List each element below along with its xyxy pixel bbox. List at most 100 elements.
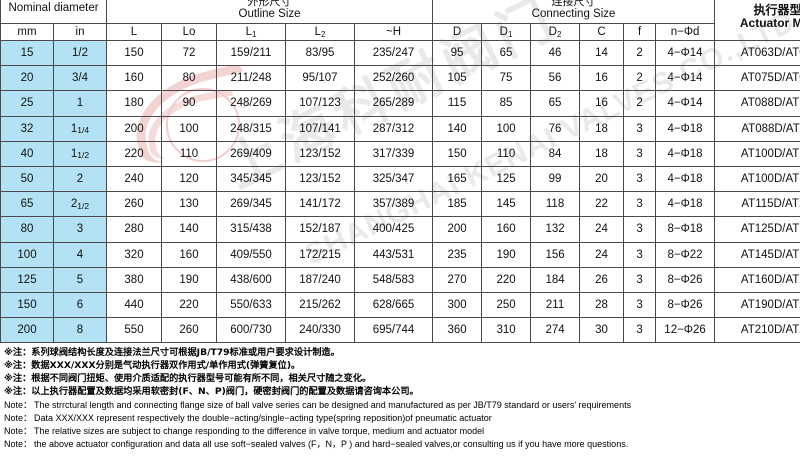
cell-D: 115 bbox=[432, 90, 483, 117]
cell-nd: 4−Φ18 bbox=[655, 140, 716, 167]
cell-H: 325/347 bbox=[353, 165, 434, 193]
cell-H: 357/389 bbox=[353, 191, 434, 218]
cell-D2: 132 bbox=[530, 216, 581, 243]
cell-D2: 156 bbox=[530, 241, 581, 268]
cell-in-fraction: 1/2 bbox=[77, 150, 90, 161]
cell-f: 3 bbox=[623, 115, 657, 142]
cell-actuator-model: AT100D/AT125S bbox=[714, 165, 800, 193]
cell-L: 160 bbox=[106, 65, 162, 92]
table-body: 15 1/2 150 72 159/211 83/95 235/247 95 65 46 14 2 4−… bbox=[0, 39, 800, 344]
cell-D2: 56 bbox=[530, 65, 581, 92]
cell-D2: 211 bbox=[530, 291, 581, 319]
cell-L1: 211/248 bbox=[216, 65, 286, 92]
note-en-1-text: The strrctural length and connecting fla… bbox=[34, 399, 632, 410]
cell-f: 2 bbox=[623, 65, 657, 92]
cell-L1: 438/600 bbox=[216, 266, 286, 293]
group-header-actuator-model-en: Actuator Model bbox=[739, 15, 800, 30]
cell-mm: 32 bbox=[0, 115, 54, 142]
cell-f: 3 bbox=[623, 140, 657, 167]
cell-nd: 4−Φ14 bbox=[655, 65, 716, 92]
table-row: 20 3/4 160 80 211/248 95/107 252/260 105 75 56 16 2… bbox=[0, 65, 800, 92]
cell-Lo: 220 bbox=[161, 291, 217, 319]
note-cn-1: ※注：系列球阀结构长度及连接法兰尺寸可根据JB/T79标准或用户要求设计制造。 bbox=[4, 347, 340, 359]
table-row: 150 6 440 220 550/633 215/262 628/665 300 250 211… bbox=[0, 291, 800, 319]
cell-L1: 159/211 bbox=[216, 39, 286, 67]
cell-H: 628/665 bbox=[353, 291, 434, 319]
cell-mm: 25 bbox=[0, 90, 54, 117]
table-column-header-row: mm in L Lo L1 L2 ~H D D1 D2 C f n−Φd bbox=[0, 23, 800, 41]
cell-L1: 248/315 bbox=[216, 115, 286, 142]
cell-D1: 145 bbox=[481, 191, 532, 218]
cell-actuator-model: AT160D/AT210S bbox=[714, 266, 800, 293]
cell-actuator-model: AT190D/AT240S bbox=[714, 291, 800, 319]
cell-L1: 600/730 bbox=[216, 317, 286, 344]
cell-C: 28 bbox=[579, 291, 625, 319]
cell-L: 220 bbox=[106, 140, 162, 167]
col-header-L1: L1 bbox=[216, 23, 286, 41]
col-header-f: f bbox=[623, 23, 657, 41]
cell-D2: 84 bbox=[530, 140, 581, 167]
group-header-outline-size-cn: 外形尺寸 bbox=[247, 0, 292, 9]
cell-L: 150 bbox=[106, 39, 162, 67]
cell-D: 105 bbox=[432, 65, 483, 92]
cell-D: 140 bbox=[432, 115, 483, 142]
cell-f: 3 bbox=[623, 216, 657, 243]
cell-L1: 409/550 bbox=[216, 241, 286, 268]
group-header-nominal-diameter-en: Nominal diameter bbox=[8, 2, 99, 15]
cell-D1: 310 bbox=[481, 317, 532, 344]
cell-in: 4 bbox=[53, 241, 107, 268]
cell-f: 3 bbox=[623, 266, 657, 293]
cell-C: 18 bbox=[579, 140, 625, 167]
cell-C: 24 bbox=[579, 216, 625, 243]
cell-H: 548/583 bbox=[353, 266, 434, 293]
cell-Lo: 100 bbox=[161, 115, 217, 142]
cell-L1: 269/409 bbox=[216, 140, 286, 167]
cell-L2: 123/152 bbox=[285, 140, 355, 167]
note-en-1-label: Note： bbox=[4, 399, 33, 410]
table-row: 65 21/2 260 130 269/345 141/172 357/389 185 145 1… bbox=[0, 191, 800, 218]
cell-L: 180 bbox=[106, 90, 162, 117]
cell-L2: 123/152 bbox=[285, 165, 355, 193]
cell-in: 6 bbox=[53, 291, 107, 319]
cell-nd: 8−Φ22 bbox=[655, 241, 716, 268]
cell-actuator-model: AT115D/AT145S bbox=[714, 191, 800, 218]
cell-C: 26 bbox=[579, 266, 625, 293]
group-header-actuator-model-cn: 执行器型号 bbox=[753, 2, 800, 17]
note-en-2-label: Note： bbox=[4, 412, 33, 423]
cell-L2: 152/187 bbox=[285, 216, 355, 243]
col-header-H: ~H bbox=[353, 23, 434, 41]
cell-L2: 240/330 bbox=[285, 317, 355, 344]
cell-C: 14 bbox=[579, 39, 625, 67]
cell-L2: 107/141 bbox=[285, 115, 355, 142]
cell-D1: 125 bbox=[481, 165, 532, 193]
cell-D2: 65 bbox=[530, 90, 581, 117]
note-en-4-text: the above actuator configuration and dat… bbox=[34, 438, 629, 449]
col-header-mm: mm bbox=[0, 23, 54, 41]
cell-in-fraction: 1/4 bbox=[77, 125, 90, 136]
col-header-L: L bbox=[106, 23, 162, 41]
note-en-3: Note： The relative sizes are subject to c… bbox=[4, 425, 800, 438]
cell-in: 1/2 bbox=[53, 39, 107, 67]
cell-L1: 248/269 bbox=[216, 90, 286, 117]
cell-D1: 220 bbox=[481, 266, 532, 293]
cell-mm: 50 bbox=[0, 165, 54, 193]
cell-actuator-model: AT145D/AT190S bbox=[714, 241, 800, 268]
cell-in: 11/4 bbox=[53, 115, 107, 142]
cell-H: 252/260 bbox=[353, 65, 434, 92]
cell-D1: 110 bbox=[481, 140, 532, 167]
cell-mm: 150 bbox=[0, 291, 54, 319]
cell-f: 2 bbox=[623, 90, 657, 117]
cell-D2: 99 bbox=[530, 165, 581, 193]
cell-L: 320 bbox=[106, 241, 162, 268]
cell-L: 550 bbox=[106, 317, 162, 344]
table-row: 50 2 240 120 345/345 123/152 325/347 165 125 99 20… bbox=[0, 165, 800, 193]
cell-nd: 8−Φ26 bbox=[655, 266, 716, 293]
cell-D: 360 bbox=[432, 317, 483, 344]
cell-L: 240 bbox=[106, 165, 162, 193]
col-header-C: C bbox=[579, 23, 625, 41]
cell-mm: 65 bbox=[0, 191, 54, 218]
note-cn-4: ※注：以上执行器配置及数据均采用软密封(F、N、P)阀门，硬密封阀门的配置及数据… bbox=[4, 386, 419, 398]
cell-L: 440 bbox=[106, 291, 162, 319]
cell-C: 30 bbox=[579, 317, 625, 344]
